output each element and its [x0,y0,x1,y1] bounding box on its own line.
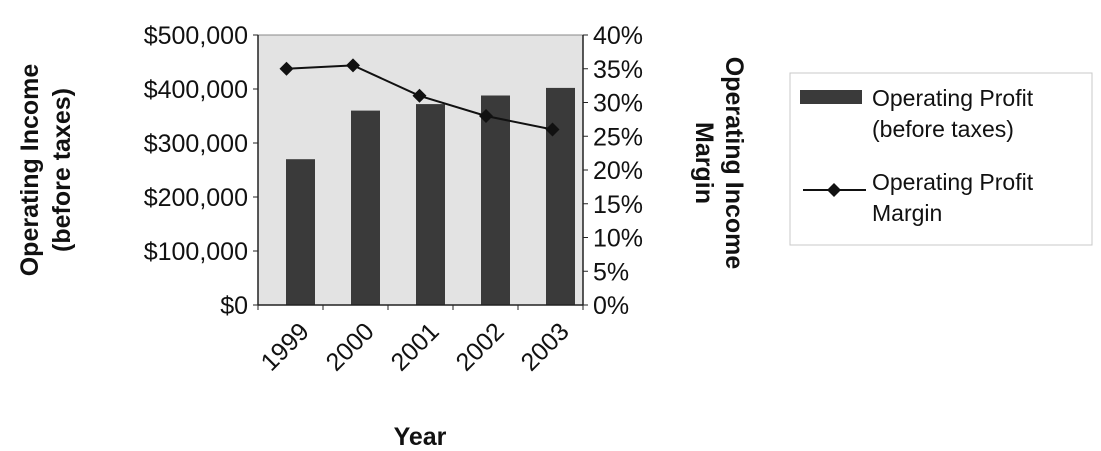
bar-2000 [351,110,380,305]
x-tick-label-2000: 2000 [321,317,380,376]
x-tick-label-2001: 2001 [386,317,445,376]
bar-2002 [481,95,510,305]
legend-bar-label: Operating Profit [872,85,1034,111]
legend-line-marker [827,183,841,197]
legend-bar-label: (before taxes) [872,116,1014,142]
legend-bar-swatch [800,90,862,104]
x-ticks: 1999 2000 2001 2002 2003 [256,305,584,377]
x-tick-label-2003: 2003 [516,317,575,376]
legend-line-label: Margin [872,200,942,226]
bar-1999 [286,159,315,305]
bar-2001 [416,104,445,305]
y2-tick-label: 10% [593,225,643,253]
y2-tick-label: 15% [593,191,643,219]
y2-tick-label: 5% [593,258,629,286]
y-tick-label: $100,000 [144,238,248,266]
margin-point-2003 [545,122,560,137]
y2-tick-label: 0% [593,292,629,320]
legend-line-label: Operating Profit [872,169,1034,195]
y2-axis-title-line-1: Operating Income [720,57,748,270]
y2-tick-label: 30% [593,90,643,118]
bar-2003 [546,87,575,306]
x-tick-label-1999: 1999 [256,317,315,376]
y-tick-label: $0 [220,292,248,320]
x-tick-label-2002: 2002 [451,317,510,376]
margin-line-series [279,58,560,137]
legend: Operating Profit (before taxes) Operating … [800,85,1034,226]
y2-tick-label: 35% [593,56,643,84]
bars [286,87,575,306]
margin-point-2000 [346,58,360,73]
y2-tick-label: 25% [593,123,643,151]
y-tick-label: $300,000 [144,130,248,158]
y2-axis-title-line-2: Margin [690,122,718,204]
y2-tick-label: 40% [593,22,643,50]
margin-point-2001 [412,88,427,103]
x-axis-title: Year [394,423,447,451]
y-axis-title-line-1: Operating Income [16,64,44,277]
margin-point-1999 [279,61,294,76]
y-tick-label: $400,000 [144,76,248,104]
y-axis-title-line-2: (before taxes) [48,88,76,252]
y2-tick-label: 20% [593,157,643,185]
y-tick-label: $200,000 [144,184,248,212]
left-ticks: $0 $100,000 $200,000 $300,000 $400,000 $500,0… [144,22,258,320]
y-tick-label: $500,000 [144,22,248,50]
margin-point-2002 [479,109,493,123]
right-ticks: 0% 5% 10% 15% 20% 25% 30% 35% 40% [583,22,643,320]
